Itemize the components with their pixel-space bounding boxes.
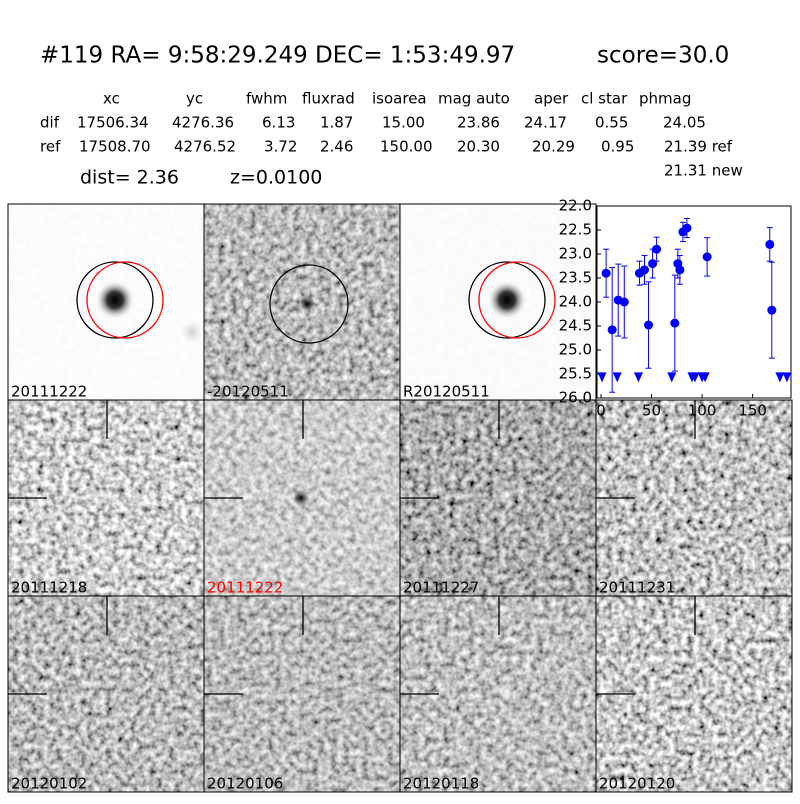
row-label: dif	[40, 114, 60, 132]
detection	[601, 268, 611, 278]
column-header: cl star	[581, 90, 628, 108]
x-tick-label: 0	[596, 402, 606, 420]
y-tick-label: 24.5	[559, 317, 592, 335]
upper-limit	[612, 372, 622, 383]
x-tick-label: 100	[688, 402, 717, 420]
y-tick-label: 24.0	[559, 293, 592, 311]
upper-limit	[700, 372, 710, 383]
source	[180, 320, 204, 344]
table-cell: 1.87	[320, 114, 353, 132]
score: score=30.0	[597, 43, 729, 69]
upper-limit	[667, 372, 677, 383]
table-cell: 0.95	[601, 138, 634, 156]
table-cell: 3.72	[264, 138, 297, 156]
upper-limit	[597, 372, 607, 383]
detection	[607, 325, 617, 335]
stamp-label: 20120106	[207, 775, 283, 793]
column-header: isoarea	[372, 90, 427, 108]
table-cell: 150.00	[380, 138, 433, 156]
y-tick-label: 22.5	[559, 221, 592, 239]
y-tick-label: 25.0	[559, 341, 592, 359]
stamp-frame	[595, 595, 793, 793]
column-header: mag auto	[438, 90, 510, 108]
source	[500, 488, 514, 502]
column-header: fwhm	[246, 90, 287, 108]
table-cell: 21.39 ref	[664, 138, 733, 156]
detection	[767, 305, 777, 315]
table-cell: 0.55	[595, 114, 628, 132]
detection	[675, 265, 685, 275]
table-cell: 24.05	[663, 114, 706, 132]
stamp-label: 20111231	[599, 579, 675, 597]
x-tick-label: 50	[642, 402, 661, 420]
light-curve: 22.0 22.5 23.0 23.5 24.0 24.5 25.0 25.5 26.00 50 1…	[559, 197, 792, 420]
table-cell: 6.13	[262, 114, 295, 132]
y-tick-label: 23.5	[559, 269, 592, 287]
table-cell: 17506.34	[77, 114, 149, 132]
dist: dist= 2.36	[80, 167, 179, 189]
plot-area	[596, 205, 792, 399]
detection	[682, 223, 692, 233]
redshift: z=0.0100	[230, 167, 322, 189]
stamp-label: 20111222	[207, 579, 283, 597]
phmag-new: 21.31 new	[664, 162, 743, 180]
stamps: 20111222 -20120511 R20120511 20111218 201112…	[7, 203, 793, 793]
source	[293, 490, 309, 506]
aperture	[468, 261, 546, 339]
stamp-label: -20120511	[207, 383, 289, 401]
upper-limit	[633, 372, 643, 383]
title: #119 RA= 9:58:29.249 DEC= 1:53:49.97	[40, 43, 515, 69]
y-tick-label: 26.0	[559, 389, 592, 407]
stamp-label: 20120102	[11, 775, 87, 793]
y-tick-label: 25.5	[559, 365, 592, 383]
detection	[619, 297, 629, 307]
stamp-label: 20120120	[599, 775, 675, 793]
aperture	[76, 261, 154, 339]
detection	[652, 244, 662, 254]
aperture	[269, 264, 349, 344]
aperture	[86, 261, 164, 339]
column-header: aper	[534, 90, 569, 108]
stamp-label: 20111227	[403, 579, 479, 597]
source	[95, 280, 135, 320]
detection	[670, 318, 680, 328]
detection	[765, 239, 775, 249]
y-tick-label: 23.0	[559, 245, 592, 263]
detection	[644, 320, 654, 330]
detection	[648, 259, 658, 269]
table-cell: 2.46	[320, 138, 353, 156]
table-cell: 4276.36	[172, 114, 234, 132]
upper-limit	[690, 372, 700, 383]
column-header: yc	[186, 90, 203, 108]
table-cell: 23.86	[457, 114, 500, 132]
table-cell: 4276.52	[174, 138, 236, 156]
column-header: xc	[103, 90, 120, 108]
stamp-label: R20120511	[403, 383, 490, 401]
aperture	[478, 261, 556, 339]
source	[487, 280, 527, 320]
source	[299, 296, 315, 312]
detection	[702, 252, 712, 262]
stamp-label: 20111218	[11, 579, 87, 597]
source	[500, 684, 514, 698]
x-tick-label: 150	[738, 402, 767, 420]
table-cell: 20.30	[457, 138, 500, 156]
table-cell: 24.17	[524, 114, 567, 132]
column-header: fluxrad	[302, 90, 355, 108]
detection	[639, 265, 649, 275]
table-cell: 17508.70	[79, 138, 151, 156]
column-header: phmag	[639, 90, 691, 108]
row-label: ref	[40, 138, 61, 156]
y-tick-label: 22.0	[559, 197, 592, 215]
upper-limit	[775, 372, 785, 383]
table-cell: 15.00	[382, 114, 425, 132]
stamp-label: 20120118	[403, 775, 479, 793]
upper-limit	[782, 372, 792, 383]
table-cell: 20.29	[532, 138, 575, 156]
stamp-label: 20111222	[11, 383, 87, 401]
